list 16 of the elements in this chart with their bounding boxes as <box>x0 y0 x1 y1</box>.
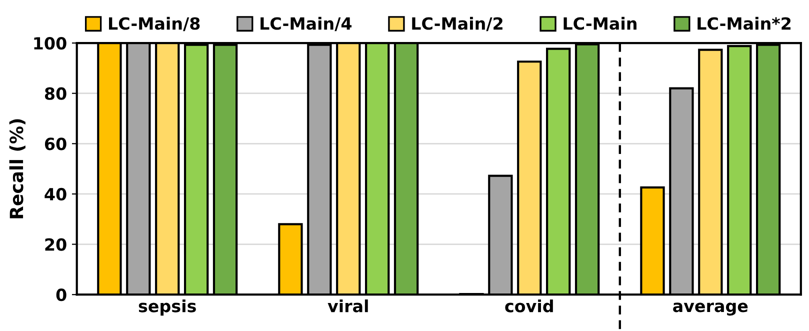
x-tick-label: covid <box>505 299 553 312</box>
y-tick-label: 60 <box>44 138 66 150</box>
legend-label: LC-Main <box>564 16 636 30</box>
y-tick-label: 80 <box>44 87 66 100</box>
y-tick-label: 20 <box>45 238 66 251</box>
legend-label: LC-Main/4 <box>260 16 352 32</box>
x-tick-label: viral <box>328 299 368 312</box>
y-axis-title: Recall (%) <box>9 119 26 218</box>
legend-label: LC-Main/8 <box>109 16 200 32</box>
y-tick-label: 40 <box>44 188 66 201</box>
legend-label: LC-Main/2 <box>412 16 502 32</box>
x-tick-label: average <box>673 302 748 316</box>
y-tick-label: 100 <box>34 36 66 50</box>
y-tick-label: 0 <box>56 288 66 302</box>
x-tick-label: sepsis <box>138 299 196 316</box>
legend-label: LC-Main*2 <box>698 16 791 30</box>
